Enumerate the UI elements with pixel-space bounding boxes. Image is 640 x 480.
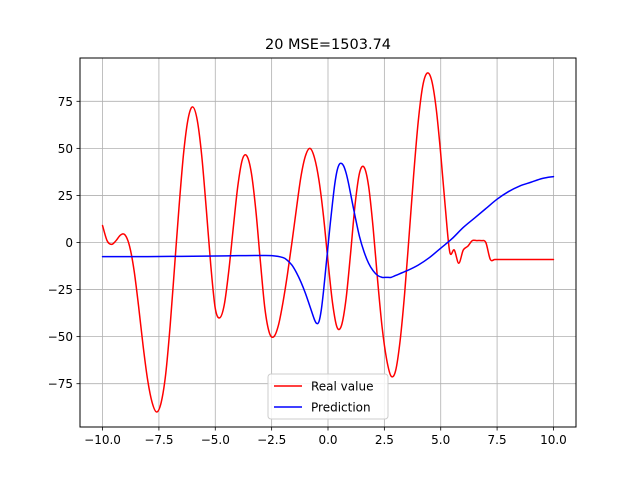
chart-title: 20 MSE=1503.74 (265, 37, 391, 53)
legend: Real value Prediction (267, 373, 389, 420)
y-tick-label: −25 (48, 283, 73, 297)
legend-label: Prediction (311, 401, 371, 415)
x-tick-label: 7.5 (488, 433, 507, 447)
y-tick-label: −75 (48, 377, 73, 391)
ticks: −10.0 −7.5 −5.0 −2.5 0.0 2.5 5.0 7.5 10.0 −75 −50 −… (48, 95, 567, 447)
x-tick-label: −7.5 (144, 433, 173, 447)
legend-label: Real value (311, 380, 373, 394)
x-tick-label: 0.0 (318, 433, 337, 447)
y-tick-label: 25 (58, 189, 73, 203)
x-tick-label: 2.5 (375, 433, 394, 447)
series-line-prediction (101, 162, 555, 325)
x-tick-label: −10.0 (84, 433, 121, 447)
y-tick-label: 0 (65, 236, 73, 250)
x-tick-label: 5.0 (431, 433, 450, 447)
series-line-real-value (101, 72, 555, 413)
x-tick-label: −5.0 (201, 433, 230, 447)
y-tick-label: 50 (58, 142, 73, 156)
x-tick-label: 10.0 (540, 433, 567, 447)
x-tick-label: −2.5 (257, 433, 286, 447)
y-tick-label: 75 (58, 95, 73, 109)
y-tick-label: −50 (48, 330, 73, 344)
series-layer (101, 72, 555, 413)
